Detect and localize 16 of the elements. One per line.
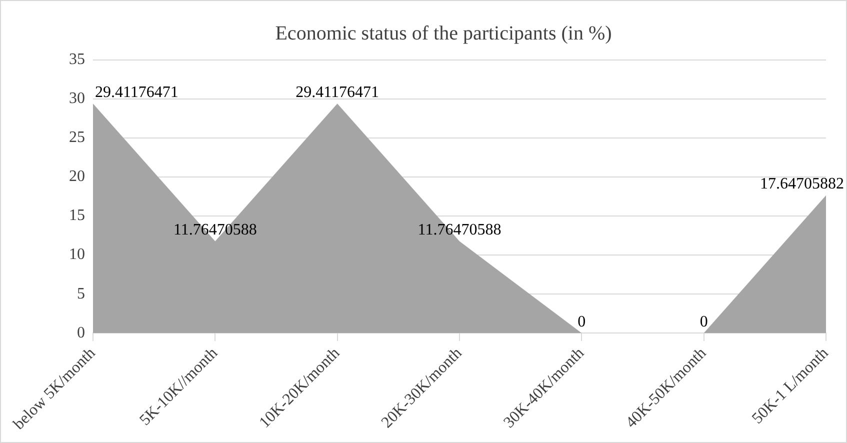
chart-title: Economic status of the participants (in %) bbox=[275, 22, 612, 44]
y-tick-label: 35 bbox=[69, 51, 85, 68]
y-tick-label: 15 bbox=[69, 207, 85, 224]
data-label: 0 bbox=[700, 313, 708, 330]
data-label: 29.41176471 bbox=[296, 84, 380, 101]
y-tick-label: 30 bbox=[69, 90, 85, 108]
data-label: 17.64705882 bbox=[760, 176, 844, 193]
data-label: 11.76470588 bbox=[418, 221, 502, 238]
y-tick-label: 20 bbox=[69, 168, 85, 186]
data-label: 0 bbox=[578, 313, 586, 330]
y-tick-label: 10 bbox=[69, 246, 85, 264]
data-label: 11.76470588 bbox=[173, 221, 257, 238]
y-tick-label: 5 bbox=[77, 285, 85, 302]
y-tick-label: 25 bbox=[69, 129, 85, 146]
y-tick-label: 0 bbox=[77, 324, 85, 342]
data-label: 29.41176471 bbox=[95, 84, 178, 101]
